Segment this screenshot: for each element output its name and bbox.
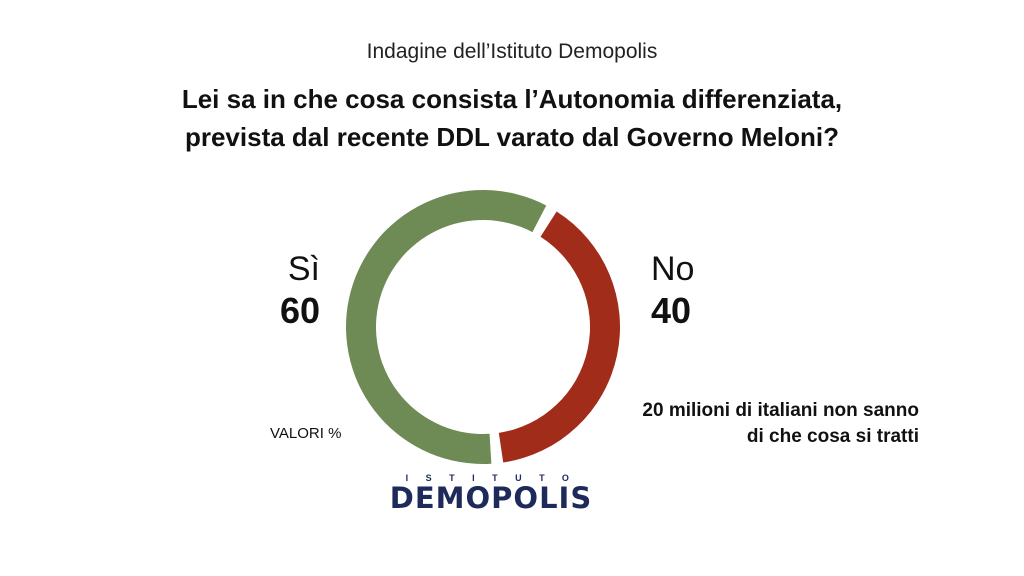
donut-slices [346,189,620,464]
logo-top-text: ISTITUTO [405,473,587,483]
chart-subtitle: Indagine dell’Istituto Demopolis [366,40,658,63]
title-line-2: prevista dal recente DDL varato dal Gove… [184,122,840,152]
si-value: 60 [279,290,320,331]
demopolis-logo: ISTITUTO DEMOPOLIS [375,473,607,513]
title-line-1: Lei sa in che cosa consista l’Autonomia … [181,84,843,114]
note-line-2: di che cosa si tratti [746,426,919,447]
unit-label: VALORI % [270,425,342,442]
donut-slice-no [498,211,620,463]
chart-title: Lei sa in che cosa consista l’Autonomia … [0,80,1024,156]
no-label: No [651,250,695,288]
note-line-1: 20 milioni di italiani non sanno [642,400,919,421]
annotation-note: 20 milioni di italiani non sanno di che … [642,398,919,450]
logo-main-text: DEMOPOLIS [389,481,593,515]
si-label: Sì [287,250,320,288]
no-value: 40 [651,290,692,331]
donut-slice-si [346,189,547,464]
